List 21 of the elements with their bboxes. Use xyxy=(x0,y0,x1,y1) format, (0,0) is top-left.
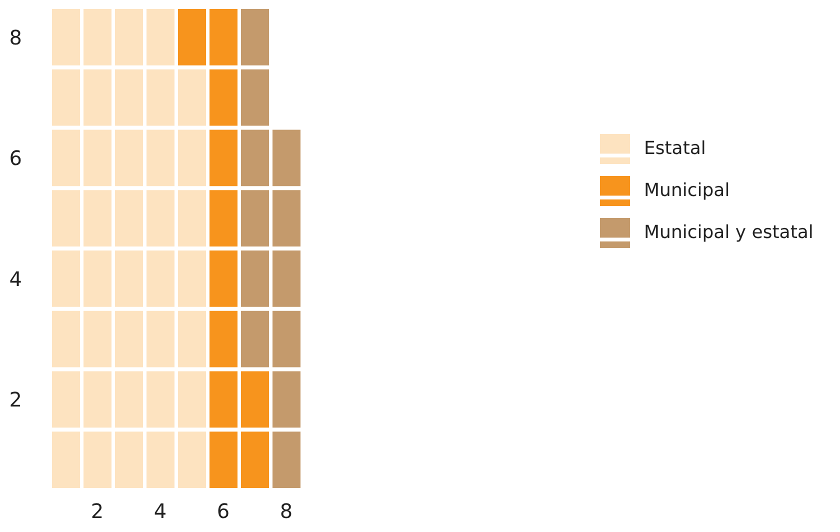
x-tick-label: 6 xyxy=(216,499,230,524)
x-tick-label: 4 xyxy=(154,499,167,524)
bar xyxy=(146,7,174,490)
bar xyxy=(52,7,80,490)
legend-label: Municipal y estatal xyxy=(644,222,814,243)
x-tick-label: 8 xyxy=(280,499,293,524)
y-tick-label: 2 xyxy=(9,388,22,412)
bar xyxy=(241,369,269,490)
bar xyxy=(272,128,300,490)
bar xyxy=(115,7,143,490)
y-tick-label: 6 xyxy=(9,146,22,170)
bar xyxy=(178,7,206,68)
legend-label: Estatal xyxy=(644,138,706,159)
legend-label: Municipal xyxy=(644,180,730,201)
y-tick-label: 4 xyxy=(9,266,22,291)
y-tick-label: 8 xyxy=(9,25,22,50)
bar xyxy=(210,7,238,490)
bar xyxy=(84,7,112,490)
x-tick-label: 2 xyxy=(90,499,104,524)
bar xyxy=(241,7,269,370)
bar xyxy=(178,67,206,490)
